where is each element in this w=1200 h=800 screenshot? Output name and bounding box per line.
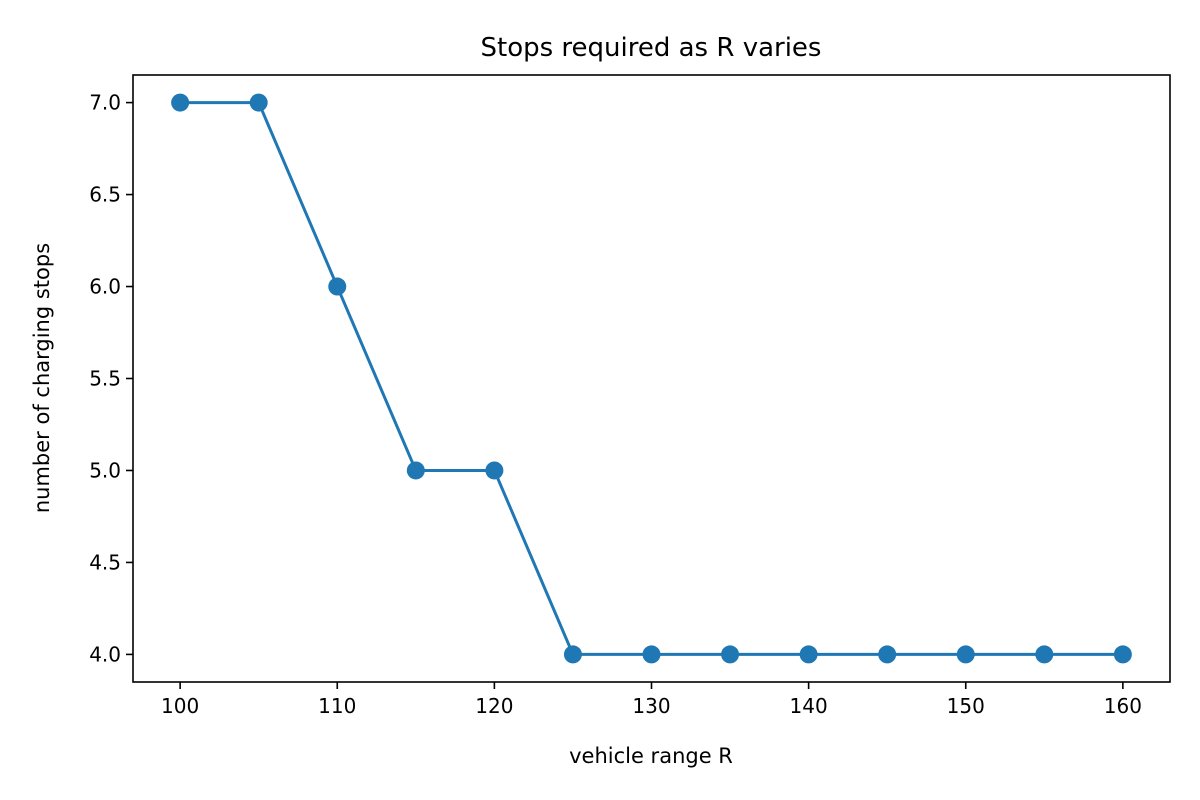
- y-axis: 4.0 4.5 5.0 5.5 6.0 6.5 7.0: [89, 91, 133, 666]
- data-point: [799, 645, 818, 664]
- y-tick-label: 6.0: [89, 275, 121, 299]
- data-point: [642, 645, 661, 664]
- data-point: [721, 645, 740, 664]
- x-tick-label: 160: [1104, 694, 1142, 718]
- x-tick-label: 130: [632, 694, 670, 718]
- y-tick-label: 7.0: [89, 91, 121, 115]
- x-axis: 100 110 120 130 140 150 160: [161, 682, 1142, 718]
- data-point: [249, 93, 268, 112]
- series-line: [178, 101, 1125, 656]
- y-tick-label: 4.0: [89, 642, 121, 666]
- data-point: [563, 645, 582, 664]
- data-point: [1113, 645, 1132, 664]
- x-tick-label: 150: [947, 694, 985, 718]
- data-point: [956, 645, 975, 664]
- x-axis-label: vehicle range R: [569, 744, 733, 768]
- x-tick-label: 100: [161, 694, 199, 718]
- plot-frame: [132, 74, 1171, 683]
- data-point: [406, 461, 425, 480]
- x-tick-label: 110: [318, 694, 356, 718]
- y-tick-label: 5.5: [89, 367, 121, 391]
- y-tick-label: 5.0: [89, 458, 121, 482]
- y-axis-label: number of charging stops: [30, 243, 54, 513]
- data-point: [328, 277, 347, 296]
- x-tick-label: 120: [475, 694, 513, 718]
- y-tick-label: 6.5: [89, 183, 121, 207]
- y-tick-label: 4.5: [89, 550, 121, 574]
- plot-area: [171, 93, 1132, 664]
- data-point: [171, 93, 190, 112]
- data-point: [878, 645, 897, 664]
- chart-title: Stops required as R varies: [481, 33, 822, 63]
- x-tick-label: 140: [790, 694, 828, 718]
- data-point: [1035, 645, 1054, 664]
- data-point: [485, 461, 504, 480]
